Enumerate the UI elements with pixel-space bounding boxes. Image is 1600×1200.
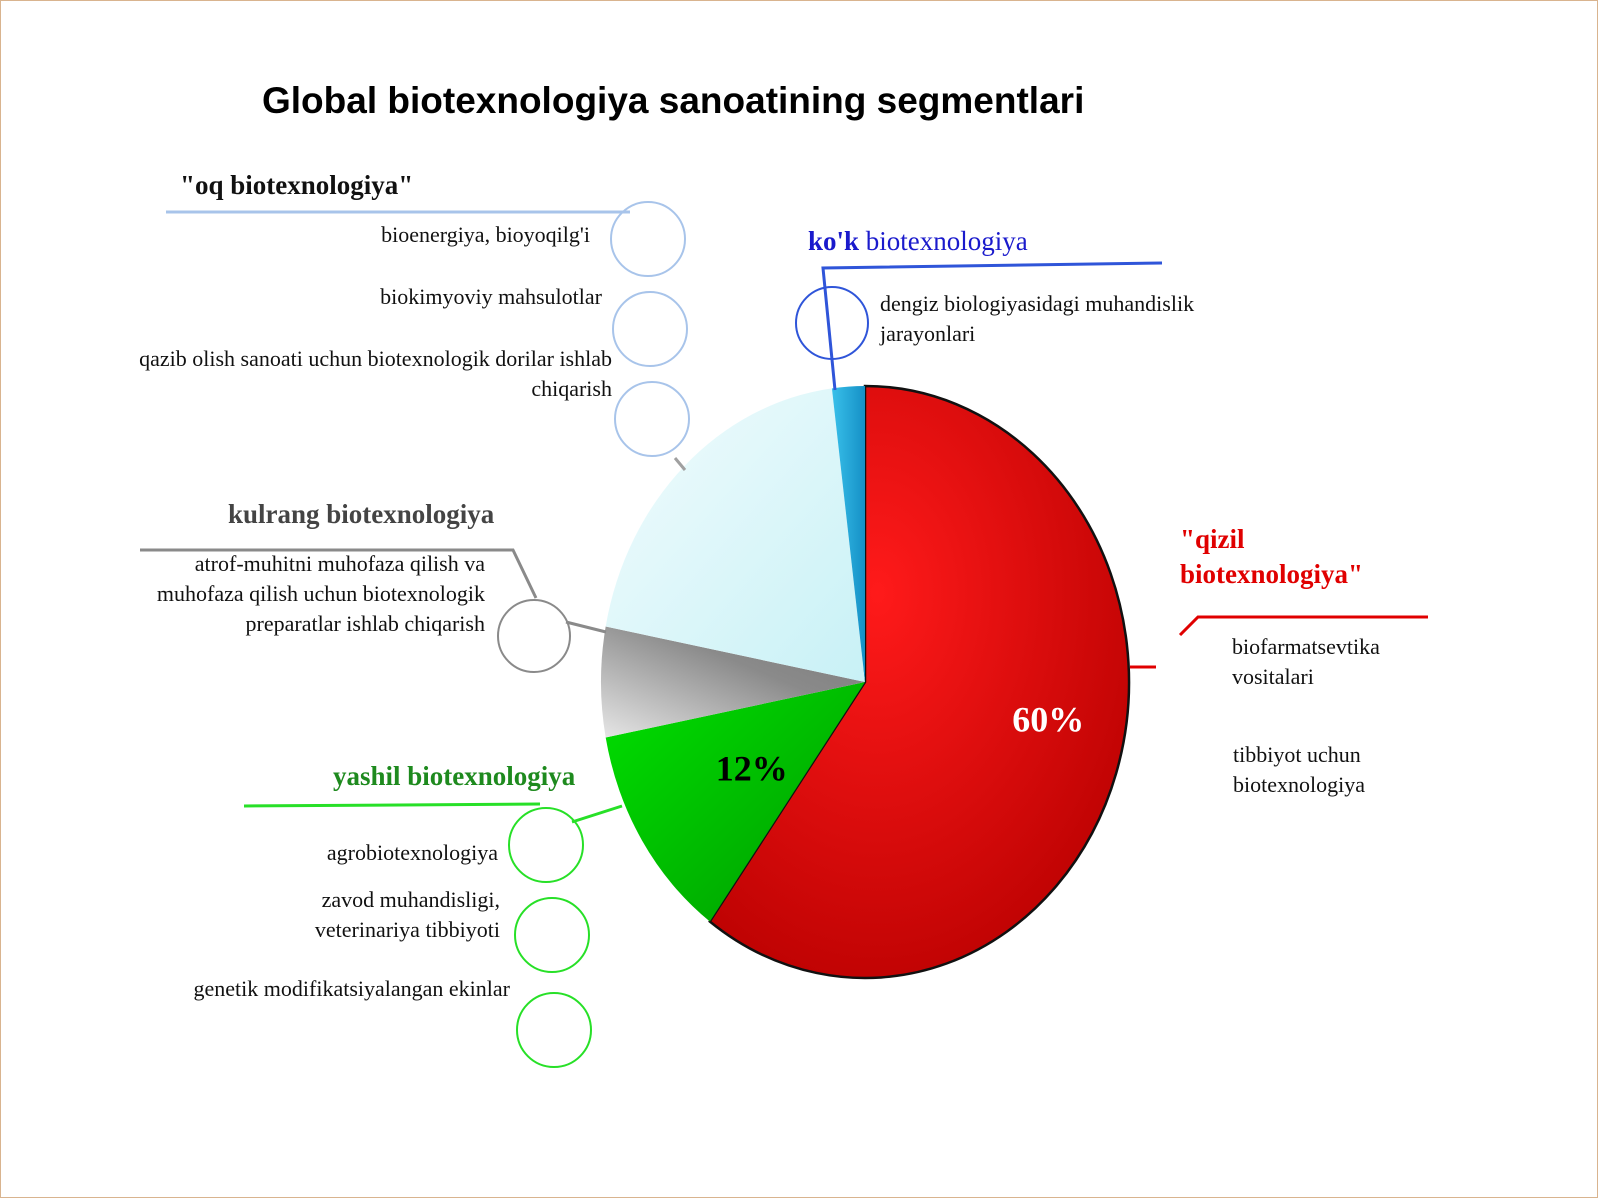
yashil-marker-circle	[508, 807, 584, 883]
yashil-marker-circle	[514, 897, 590, 973]
oq-item: qazib olish sanoati uchun biotexnologik …	[139, 346, 612, 401]
qizil-group-title: "qizil biotexnologiya"	[1180, 522, 1363, 592]
slice-data-label: 60%	[1012, 699, 1084, 739]
chart-title: Global biotexnologiya sanoatining segmen…	[262, 80, 1085, 121]
yashil-item: agrobiotexnologiya	[326, 840, 498, 865]
kulrang-leaders	[140, 548, 607, 673]
pie-slice-1	[605, 682, 865, 922]
kulrang-leader-line	[140, 548, 538, 599]
yashil-leaders	[243, 802, 623, 1068]
kok-title-bold: ko'k	[808, 226, 860, 256]
oq-connector	[673, 457, 687, 471]
qizil-item: tibbiyot uchun biotexnologiya	[1233, 742, 1365, 797]
oq-marker-circle	[612, 291, 688, 367]
yashil-marker-circle	[516, 992, 592, 1068]
oq-leaders	[166, 201, 690, 471]
kok-group-title: ko'k biotexnologiya	[808, 226, 1028, 257]
oq-group-title: "oq biotexnologiya"	[180, 170, 414, 200]
qizil-title-line2: biotexnologiya"	[1180, 559, 1364, 589]
qizil-title-line1: "qizil	[1180, 524, 1245, 554]
kok-marker-circle	[795, 286, 869, 360]
pie-slice-0	[708, 384, 1131, 980]
kulrang-marker-circle	[497, 599, 571, 673]
yashil-item: zavod muhandisligi, veterinariya tibbiyo…	[314, 887, 500, 942]
qizil-item: biofarmatsevtika vositalari	[1232, 634, 1380, 689]
kulrang-connector	[565, 620, 607, 634]
kulrang-group-title: kulrang biotexnologiya	[228, 499, 495, 529]
kok-item: dengiz biologiyasidagi muhandislik jaray…	[880, 291, 1195, 346]
yashil-item: genetik modifikatsiyalangan ekinlar	[193, 976, 510, 1001]
oq-item: biokimyoviy mahsulotlar	[380, 284, 602, 309]
pie-slice-3	[605, 388, 865, 682]
oq-item: bioenergiya, bioyoqilg'i	[381, 222, 590, 247]
pie-slice-4	[831, 386, 865, 682]
qizil-leaders	[1130, 615, 1428, 669]
qizil-leader-line	[1178, 615, 1428, 637]
pie-slice-2	[600, 626, 865, 738]
kulrang-item: atrof-muhitni muhofaza qilish va muhofaz…	[156, 551, 485, 636]
kok-leader-line	[821, 261, 1163, 391]
yashil-underline	[243, 802, 541, 808]
oq-marker-circle	[610, 201, 686, 277]
yashil-group-title: yashil biotexnologiya	[333, 761, 576, 791]
oq-marker-circle	[614, 381, 690, 457]
kok-leaders	[795, 261, 1163, 391]
kok-title-rest: biotexnologiya	[859, 226, 1028, 256]
yashil-connector	[571, 804, 623, 824]
slice-data-label: 12%	[716, 748, 788, 788]
